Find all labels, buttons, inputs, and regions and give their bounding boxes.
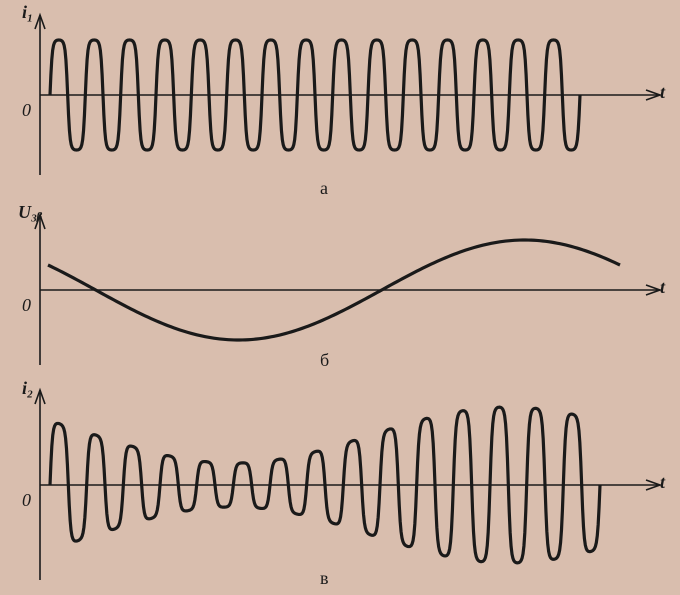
panel-c-label: в: [320, 568, 329, 589]
panel-c-ylabel: i₂: [22, 378, 33, 399]
panel-b-ylabel: U₃ᵦ: [18, 202, 43, 223]
panel-b-label: б: [320, 350, 329, 371]
panel-b-origin: 0: [22, 295, 31, 316]
panel-a-ylabel: i₁: [22, 2, 33, 23]
panel-b-xlabel: t: [660, 277, 665, 298]
panel-a-origin: 0: [22, 100, 31, 121]
figure-container: i₁ t 0 а U₃ᵦ t 0 б i₂ t 0 в: [0, 0, 680, 595]
panel-c-xlabel: t: [660, 472, 665, 493]
figure-svg: [0, 0, 680, 595]
panel-c-origin: 0: [22, 490, 31, 511]
panel-a-xlabel: t: [660, 82, 665, 103]
panel-a-label: а: [320, 178, 328, 199]
